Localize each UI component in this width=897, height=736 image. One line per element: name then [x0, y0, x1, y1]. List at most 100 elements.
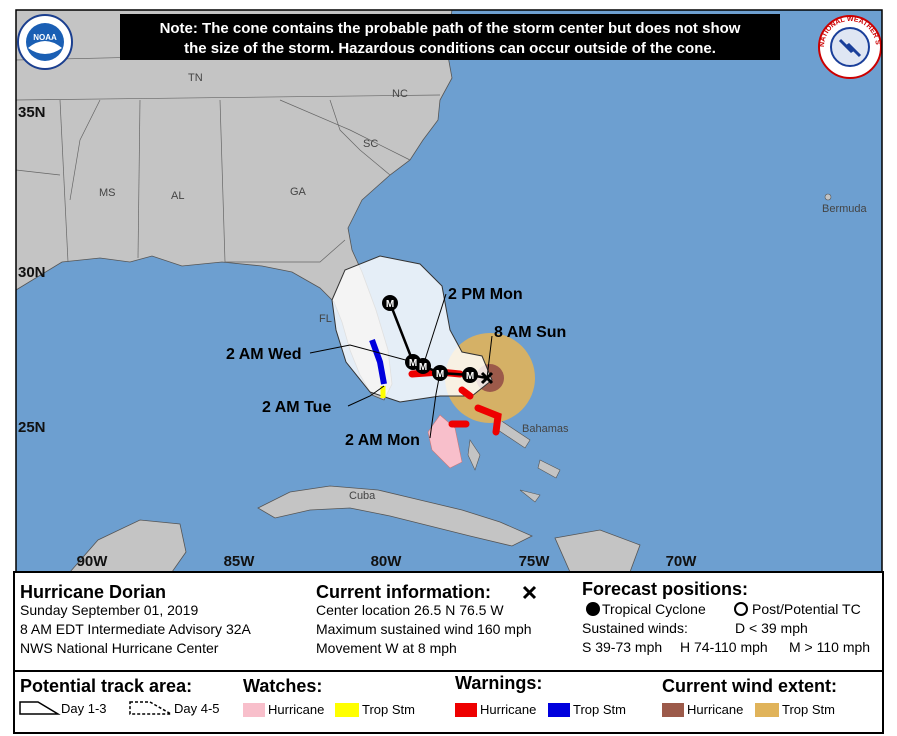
post-icon: [734, 602, 748, 616]
forecast-title: Forecast positions:: [582, 579, 748, 599]
leader-lines: [309, 293, 493, 439]
place-label: MS: [99, 187, 116, 199]
forecast-item: M > 110 mph: [789, 639, 870, 655]
legend-item: Hurricane: [480, 702, 536, 717]
storm-line: NWS National Hurricane Center: [20, 640, 219, 656]
place-label: AL: [171, 190, 184, 202]
current-line: Center location 26.5 N 76.5 W: [316, 602, 504, 618]
forecast-cone: [331, 255, 493, 403]
map-shape: [824, 193, 832, 201]
map-shape: [137, 99, 141, 259]
swatch: [548, 703, 570, 717]
current-line: Movement W at 8 mph: [316, 640, 457, 656]
forecast-item: Post/Potential TC: [752, 601, 861, 617]
forecast-item: Sustained winds:: [582, 620, 688, 636]
trop-stm-watch-coast: [369, 338, 387, 385]
map-shape: [15, 169, 61, 176]
lon-label: 80W: [371, 553, 403, 570]
note-line: Note: The cone contains the probable pat…: [160, 20, 741, 37]
forecast-item: H 74-110 mph: [680, 639, 768, 655]
hispaniola: [554, 529, 641, 573]
swatch: [335, 703, 359, 717]
lat-label: 25N: [18, 419, 46, 436]
legend-item: Trop Stm: [573, 702, 626, 717]
map-shape: [347, 385, 385, 407]
forecast-item: D < 39 mph: [735, 620, 808, 636]
lon-label: 70W: [666, 553, 698, 570]
current-position: [480, 371, 494, 385]
point-label: M: [436, 369, 444, 380]
day13-icon: [19, 701, 61, 715]
legend-item: Hurricane: [687, 702, 743, 717]
forecast-time: 2 AM Wed: [226, 346, 302, 363]
legend-item: Hurricane: [268, 702, 324, 717]
place-label: Bermuda: [822, 203, 868, 215]
forecast-time: 8 AM Sun: [494, 324, 566, 341]
map-shape: 90W 85W 80W 75W 70W: [77, 553, 698, 570]
forecast-time: 2 PM Mon: [448, 286, 523, 303]
legend-title: Warnings:: [455, 673, 542, 693]
map-shape: [329, 99, 391, 176]
map-shape: [309, 344, 414, 363]
lon-label: 75W: [519, 553, 551, 570]
place-label: FL: [319, 313, 332, 325]
forecast-points: M M M M M: [382, 295, 478, 383]
forecast-point: [415, 358, 431, 374]
point-label: M: [409, 358, 417, 369]
legend-title: Watches:: [243, 676, 322, 696]
point-label: M: [419, 362, 427, 373]
place-label: NC: [392, 88, 408, 100]
tropical-icon: [586, 602, 600, 616]
legend-item: Day 1-3: [61, 701, 107, 716]
day45-icon: [129, 701, 174, 715]
forecast-item: Tropical Cyclone: [602, 601, 706, 617]
forecast-time: 2 AM Mon: [345, 432, 420, 449]
storm-line: Sunday September 01, 2019: [20, 602, 198, 618]
map-shape: [838, 38, 862, 58]
forecast-point: [462, 367, 478, 383]
lon-label: 85W: [224, 553, 256, 570]
info-panel: Hurricane Dorian Sunday September 01, 20…: [13, 571, 884, 734]
map-shape: [69, 99, 101, 201]
map-shape: [486, 335, 493, 379]
cuba: [257, 485, 533, 547]
map-shape: [467, 439, 481, 471]
legend-title: Current wind extent:: [662, 676, 837, 696]
hurricane-watch-area: [427, 414, 463, 469]
forecast-point: [382, 295, 398, 311]
note-line: the size of the storm. Hazardous conditi…: [184, 40, 716, 57]
map-shape: [28, 41, 62, 54]
place-label: GA: [290, 186, 307, 198]
storm-line: 8 AM EDT Intermediate Advisory 32A: [20, 621, 252, 637]
map: M M M M M 35N 30N 25N 90W 85W 80W 75W 70…: [0, 0, 883, 573]
current-title: Current information:: [316, 582, 491, 602]
map-shape: [219, 99, 226, 263]
swatch: [755, 703, 779, 717]
current-icon: [522, 585, 537, 600]
panel-frame: [13, 571, 884, 734]
map-shape: [537, 459, 561, 479]
forecast-time: 2 AM Tue: [262, 399, 331, 416]
noaa-text: NOAA: [33, 33, 57, 42]
swatch: [455, 703, 477, 717]
map-shape: [15, 94, 441, 101]
map-shape: [225, 239, 346, 263]
point-label: M: [466, 371, 474, 382]
forecast-item: S 39-73 mph: [582, 639, 662, 655]
forecast-point: [432, 365, 448, 381]
map-shape: [422, 293, 447, 367]
storm-name: Hurricane Dorian: [20, 582, 166, 602]
map-shape: [519, 489, 541, 503]
legend-item: Trop Stm: [362, 702, 415, 717]
current-line: Maximum sustained wind 160 mph: [316, 621, 532, 637]
place-label: TN: [188, 72, 203, 84]
lat-label: 30N: [18, 264, 46, 281]
point-label: M: [386, 299, 394, 310]
note-box: [120, 14, 780, 60]
legend-item: Trop Stm: [782, 702, 835, 717]
legend-item: Day 4-5: [174, 701, 220, 716]
noaa-logo: NOAA: [17, 14, 73, 70]
place-label: Bahamas: [522, 423, 569, 435]
map-shape: M M M M M: [386, 299, 474, 382]
